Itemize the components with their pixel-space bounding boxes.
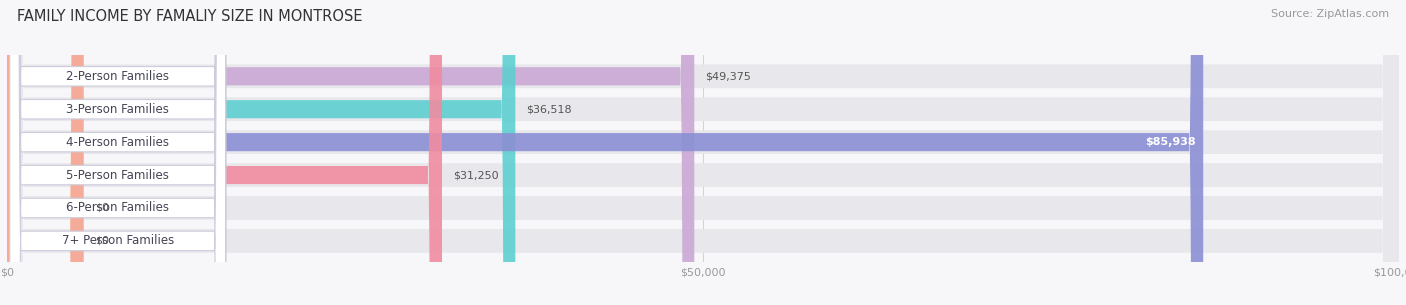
Text: 2-Person Families: 2-Person Families: [66, 70, 169, 83]
Text: $36,518: $36,518: [526, 104, 572, 114]
FancyBboxPatch shape: [7, 0, 83, 305]
FancyBboxPatch shape: [7, 0, 516, 305]
FancyBboxPatch shape: [7, 0, 1399, 305]
FancyBboxPatch shape: [7, 0, 1399, 305]
Text: FAMILY INCOME BY FAMALIY SIZE IN MONTROSE: FAMILY INCOME BY FAMALIY SIZE IN MONTROS…: [17, 9, 363, 24]
FancyBboxPatch shape: [10, 0, 225, 305]
Text: 5-Person Families: 5-Person Families: [66, 169, 169, 181]
FancyBboxPatch shape: [7, 0, 1399, 305]
FancyBboxPatch shape: [10, 0, 225, 305]
FancyBboxPatch shape: [10, 0, 225, 305]
FancyBboxPatch shape: [7, 0, 1204, 305]
FancyBboxPatch shape: [7, 0, 1399, 305]
Text: $31,250: $31,250: [453, 170, 499, 180]
Text: 6-Person Families: 6-Person Families: [66, 202, 169, 214]
FancyBboxPatch shape: [10, 0, 225, 305]
FancyBboxPatch shape: [7, 0, 1399, 305]
Text: Source: ZipAtlas.com: Source: ZipAtlas.com: [1271, 9, 1389, 19]
Text: $49,375: $49,375: [706, 71, 751, 81]
Text: 4-Person Families: 4-Person Families: [66, 136, 169, 149]
Text: $85,938: $85,938: [1146, 137, 1197, 147]
Text: $0: $0: [94, 236, 108, 246]
Text: $0: $0: [94, 203, 108, 213]
FancyBboxPatch shape: [10, 0, 225, 305]
Text: 7+ Person Families: 7+ Person Families: [62, 235, 174, 247]
FancyBboxPatch shape: [7, 0, 695, 305]
Text: 3-Person Families: 3-Person Families: [66, 103, 169, 116]
FancyBboxPatch shape: [7, 0, 83, 305]
FancyBboxPatch shape: [7, 0, 441, 305]
FancyBboxPatch shape: [7, 0, 1399, 305]
FancyBboxPatch shape: [10, 0, 225, 305]
